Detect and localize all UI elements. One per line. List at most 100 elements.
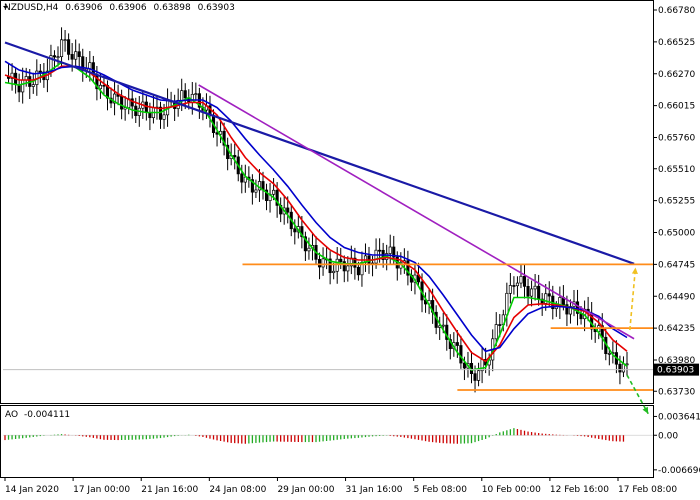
candle-body: [477, 370, 481, 381]
candle-body: [10, 72, 14, 79]
candle-body: [31, 84, 35, 87]
candle-body: [254, 189, 258, 193]
candle-body: [332, 270, 336, 274]
main-pane-border: [0, 0, 654, 404]
ao-value: -0.004111: [23, 410, 71, 420]
candle-body: [113, 93, 117, 104]
candle-body: [275, 189, 279, 206]
trendline-2: [198, 84, 635, 340]
low-value: 0.63898: [153, 3, 191, 13]
projection-arrowhead-icon-1: [631, 267, 638, 275]
candle-body: [250, 179, 254, 193]
projection-arrow-line-1: [629, 267, 637, 331]
candle-body: [575, 301, 580, 314]
ao-pane: [3, 428, 653, 444]
y-tick-label: 0.63730: [658, 387, 695, 397]
x-tick-label: 5 Feb 08:00: [414, 485, 468, 495]
candle-body: [441, 324, 445, 327]
moving-average-line-1: [4, 61, 628, 371]
close-value: 0.63903: [197, 3, 235, 13]
chart-header: NZDUSD,H4 0.63906 0.63906 0.63898 0.6390…: [4, 3, 239, 13]
candle-body: [38, 70, 42, 73]
candle-body: [63, 39, 67, 42]
y-tick-label: 0.64490: [658, 292, 695, 302]
candle-body: [515, 282, 519, 287]
x-tick-label: 31 Jan 16:00: [346, 485, 403, 495]
x-tick-label: 24 Jan 08:00: [209, 485, 266, 495]
candle-body: [455, 342, 459, 346]
y-tick-label: 0.64745: [658, 260, 695, 270]
main-pane: [3, 27, 653, 415]
candle-body: [346, 265, 350, 272]
candle-body: [473, 373, 477, 381]
x-tick-label: 10 Feb 00:00: [482, 485, 541, 495]
candle-body: [621, 363, 626, 373]
y-tick-label: 0.66270: [658, 70, 695, 80]
y-tick-label: 0.66525: [658, 38, 695, 48]
x-tick-label: 17 Feb 08:00: [618, 485, 677, 495]
candle-body: [162, 114, 166, 120]
candle-body: [307, 247, 311, 252]
candle-body: [498, 324, 502, 326]
x-tick-label: 12 Feb 16:00: [550, 485, 609, 495]
candle-body: [530, 288, 534, 297]
candle-body: [519, 275, 523, 284]
y-tick-label: 0.66780: [658, 6, 695, 16]
candle-body: [356, 266, 360, 276]
candle-body: [77, 51, 81, 58]
moving-average-line-2: [4, 65, 628, 363]
candle-body: [59, 39, 64, 58]
current-price-label: 0.63903: [657, 366, 694, 376]
candle-body: [537, 285, 541, 300]
candle-body: [512, 285, 516, 287]
y-tick-label: 0.65760: [658, 134, 695, 144]
candle-body: [286, 207, 290, 213]
x-tick-label: 14 Jan 2020: [5, 485, 59, 495]
candle-body: [180, 90, 184, 101]
y-tick-label: 0.63980: [658, 356, 695, 366]
candle-body: [56, 56, 60, 59]
candle-body: [374, 249, 378, 264]
ao-header: AO -0.004111: [5, 410, 73, 420]
candle-body: [317, 258, 322, 268]
candle-body: [353, 257, 357, 268]
x-tick-label: 17 Jan 00:00: [73, 485, 130, 495]
y-tick-label: 0.66015: [658, 102, 695, 112]
y-tick-label: 0.65000: [658, 229, 695, 239]
candle-body: [240, 173, 244, 183]
candle-body: [526, 286, 530, 297]
ao-pane-border: [0, 405, 654, 478]
candle-body: [233, 155, 237, 158]
candle-body: [533, 285, 537, 290]
axes: 0.66780 0.66525 0.66270 0.66015 0.65760 0.655…: [4, 6, 700, 495]
candle-body: [618, 363, 622, 373]
ao-y-tick-label: 0.00: [658, 431, 678, 441]
candle-body: [321, 258, 325, 268]
y-tick-label: 0.65255: [658, 197, 695, 207]
candle-body: [222, 130, 226, 146]
candle-body: [342, 261, 346, 272]
candle-body: [21, 79, 25, 93]
projection-arrowhead-icon-2: [642, 406, 649, 414]
x-tick-label: 29 Jan 00:00: [277, 485, 334, 495]
candle-body: [293, 228, 297, 233]
candle-body: [264, 189, 269, 201]
candle-body: [522, 275, 527, 287]
current-price-tag: [654, 363, 699, 376]
trendline-1: [4, 41, 635, 265]
ao-name: AO: [5, 410, 19, 420]
candle-body: [568, 306, 573, 315]
candle-body: [547, 293, 551, 297]
dropdown-arrow-icon[interactable]: [3, 6, 8, 9]
candle-body: [388, 246, 392, 254]
candle-body: [70, 54, 74, 60]
high-value: 0.63906: [109, 3, 147, 13]
candle-body: [102, 84, 106, 87]
candle-body: [303, 236, 307, 252]
candle-body: [607, 352, 611, 355]
candle-body: [494, 324, 498, 340]
open-value: 0.63906: [65, 3, 103, 13]
projection-arrow-line-2: [626, 374, 649, 415]
candle-body: [462, 362, 466, 369]
